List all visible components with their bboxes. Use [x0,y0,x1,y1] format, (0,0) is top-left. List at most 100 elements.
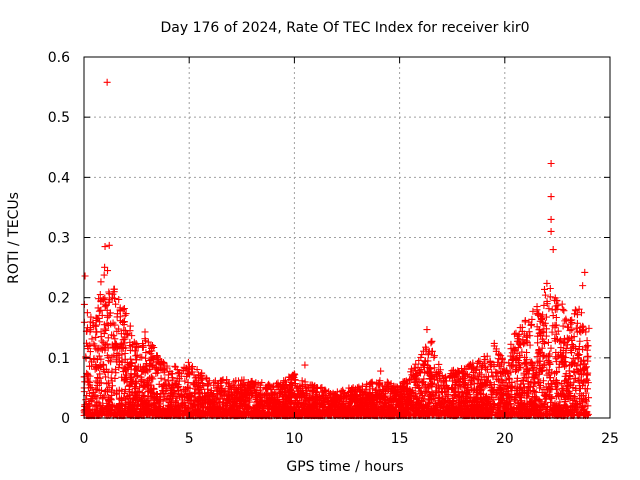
data-point [515,391,523,399]
data-point [302,406,310,414]
data-point [115,295,123,303]
data-point [377,408,385,416]
data-point [168,405,176,413]
data-point [206,388,214,396]
data-point [171,390,179,398]
data-point [94,404,102,412]
data-point [94,346,102,354]
data-point [418,351,426,359]
data-point [154,355,162,363]
data-point [228,382,236,390]
data-point [174,369,182,377]
data-point [568,341,576,349]
data-point [431,395,439,403]
data-point [287,381,295,389]
data-point [195,398,203,406]
data-point [427,391,435,399]
data-point [145,406,153,414]
data-point [527,410,535,418]
data-point [571,310,579,318]
data-point [456,383,464,391]
data-point [168,370,176,378]
data-point [506,392,514,400]
data-point [157,374,165,382]
data-point [95,307,103,315]
data-point [104,334,112,342]
data-point [420,383,428,391]
data-point [533,323,541,331]
data-point [537,398,545,406]
data-point [562,403,570,411]
data-point [355,383,363,391]
data-point [360,388,368,396]
data-point [120,326,128,334]
data-point [181,402,189,410]
chart-title: Day 176 of 2024, Rate Of TEC Index for r… [160,20,529,36]
data-point [543,406,551,414]
data-point [567,349,575,357]
data-point [571,375,579,383]
data-point [528,373,536,381]
data-point [163,385,171,393]
data-point [552,330,560,338]
data-point [147,356,155,364]
data-point [422,343,430,351]
data-point [121,389,129,397]
data-point [146,374,154,382]
data-point [189,380,197,388]
data-point [553,368,561,376]
data-point [293,403,301,411]
data-point [198,375,206,383]
data-point [438,371,446,379]
data-point [368,378,376,386]
data-point [97,278,105,286]
data-point [300,400,308,408]
data-point [302,389,310,397]
data-point [146,396,154,404]
data-point [301,378,309,386]
data-point [287,404,295,412]
data-point [525,370,533,378]
data-point [557,354,565,362]
data-point [341,403,349,411]
data-point [121,311,129,319]
data-point [196,411,204,419]
data-point [108,367,116,375]
data-point [502,406,510,414]
data-point [577,309,585,317]
data-point [320,391,328,399]
data-point [93,385,101,393]
data-point [139,342,147,350]
data-point [101,303,109,311]
data-point [515,339,523,347]
data-point [453,392,461,400]
data-point [513,374,521,382]
data-point [542,392,550,400]
data-point [103,313,111,321]
data-point [414,408,422,416]
data-point [120,305,128,313]
data-point [348,410,356,418]
data-point [458,396,466,404]
data-point [471,371,479,379]
data-point [510,346,518,354]
data-point [498,396,506,404]
data-point [416,402,424,410]
data-point [310,387,318,394]
data-point [163,362,171,370]
data-point [216,409,224,417]
data-point [284,385,292,393]
data-point [94,364,102,372]
data-point [572,345,580,353]
data-point [254,401,262,409]
data-point [88,335,96,343]
data-point [405,376,413,384]
data-point [274,379,282,387]
data-point [433,376,441,384]
data-point [231,394,239,402]
data-point [113,343,121,351]
data-point [152,364,160,372]
data-point [531,400,539,408]
data-point [540,301,548,309]
data-point [173,366,181,374]
